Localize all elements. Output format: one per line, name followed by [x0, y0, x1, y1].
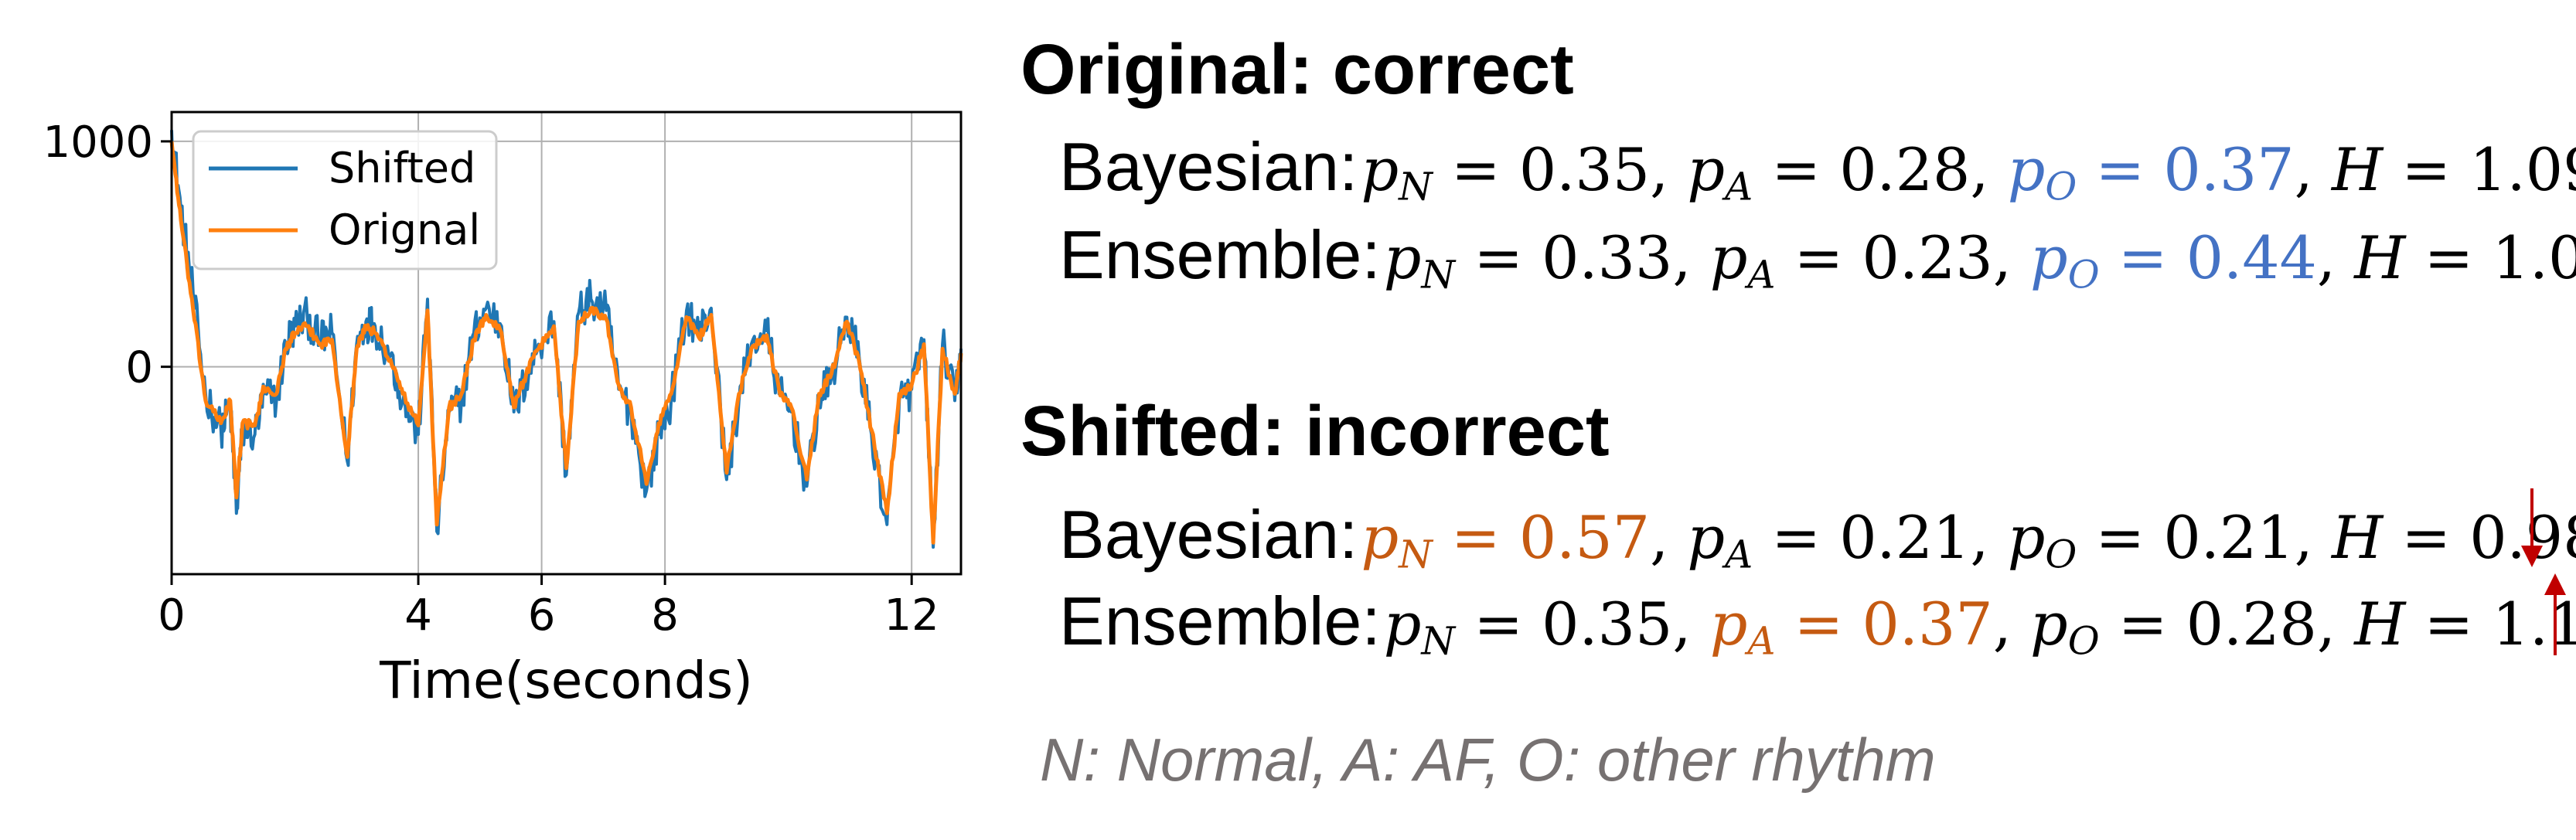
- shifted-bayesian-row: Bayesian: pN = 0.57, pA = 0.21, pO = 0.2…: [1059, 501, 2576, 577]
- pN-term: pN = 0.35: [1361, 135, 1651, 209]
- method-label: Bayesian:: [1059, 128, 1358, 205]
- series-line-orignal: [169, 141, 963, 545]
- chart-ticks: 0 4 6 8 12 0 1000: [43, 117, 939, 641]
- pO-value: 0.37: [2163, 135, 2295, 204]
- y-tick-label: 1000: [43, 117, 153, 168]
- pA-term: pA = 0.21: [1687, 503, 1971, 577]
- shifted-heading: Shifted: incorrect: [1021, 392, 1610, 471]
- class-legend-note: N: Normal, A: AF, O: other rhythm: [1040, 726, 1936, 794]
- pN-term: pN = 0.33: [1383, 223, 1673, 298]
- method-label: Ensemble:: [1059, 583, 1381, 659]
- H-term: H = 0.98: [2332, 503, 2576, 572]
- pA-value: 0.37: [1862, 590, 1993, 658]
- H-term: H = 1.07: [2354, 223, 2576, 292]
- pO-term: pO = 0.37: [2007, 135, 2295, 209]
- pA-value: 0.23: [1862, 223, 1993, 292]
- x-tick-label: 0: [158, 590, 186, 641]
- pN-term: pN = 0.57: [1361, 503, 1651, 577]
- chart-legend: Shifted Orignal: [192, 130, 498, 270]
- pA-term: pA = 0.23: [1709, 223, 1993, 298]
- legend-label-shifted: Shifted: [329, 144, 475, 192]
- x-tick-label: 8: [651, 590, 679, 641]
- original-ensemble-row: Ensemble: pN = 0.33, pA = 0.23, pO = 0.4…: [1059, 221, 2576, 298]
- H-value: 0.98: [2469, 503, 2576, 572]
- H-value: 1.10: [2492, 590, 2576, 658]
- pO-term: pO = 0.44: [2030, 223, 2317, 298]
- entropy-decrease-arrow-icon: [2521, 488, 2543, 567]
- H-value: 1.07: [2492, 223, 2576, 292]
- ecg-chart: 0 4 6 8 12 0 1000 Time(seconds) Shifted Origna…: [43, 111, 963, 710]
- pA-value: 0.21: [1839, 503, 1971, 572]
- original-bayesian-row: Bayesian: pN = 0.35, pA = 0.28, pO = 0.3…: [1059, 133, 2576, 209]
- pA-term: pA = 0.37: [1709, 590, 1993, 664]
- x-tick-label: 12: [884, 590, 939, 641]
- x-tick-label: 4: [404, 590, 432, 641]
- probabilities: pN = 0.33, pA = 0.23, pO = 0.44, H = 1.0…: [1383, 223, 2576, 298]
- method-label: Ensemble:: [1059, 216, 1381, 293]
- pO-value: 0.44: [2186, 223, 2317, 292]
- pA-value: 0.28: [1839, 135, 1971, 204]
- pA-term: pA = 0.28: [1687, 135, 1971, 209]
- shifted-ensemble-row: Ensemble: pN = 0.35, pA = 0.37, pO = 0.2…: [1059, 587, 2576, 664]
- pN-value: 0.33: [1542, 223, 1673, 292]
- entropy-increase-arrow-icon: [2544, 573, 2566, 655]
- probabilities: pN = 0.35, pA = 0.37, pO = 0.28, H = 1.1…: [1383, 590, 2576, 664]
- x-tick-label: 6: [528, 590, 556, 641]
- original-heading: Original: correct: [1021, 30, 1574, 109]
- y-tick-label: 0: [125, 343, 153, 393]
- legend-box: [192, 130, 498, 270]
- chart-lines: [169, 130, 963, 549]
- probabilities: pN = 0.35, pA = 0.28, pO = 0.37, H = 1.0…: [1361, 135, 2576, 209]
- H-term: H = 1.09: [2332, 135, 2576, 204]
- H-value: 1.09: [2469, 135, 2576, 204]
- legend-label-orignal: Orignal: [329, 206, 480, 254]
- pN-value: 0.35: [1542, 590, 1673, 658]
- pO-term: pO = 0.28: [2030, 590, 2317, 664]
- H-term: H = 1.10: [2354, 590, 2576, 658]
- pN-value: 0.35: [1518, 135, 1651, 204]
- plot-frame: [170, 111, 963, 576]
- probabilities: pN = 0.57, pA = 0.21, pO = 0.21, H = 0.9…: [1361, 503, 2576, 577]
- pN-term: pN = 0.35: [1383, 590, 1673, 664]
- pO-term: pO = 0.21: [2007, 503, 2295, 577]
- pO-value: 0.21: [2163, 503, 2295, 572]
- pN-value: 0.57: [1518, 503, 1651, 572]
- pO-value: 0.28: [2186, 590, 2317, 658]
- x-axis-label: Time(seconds): [379, 651, 753, 710]
- method-label: Bayesian:: [1059, 496, 1358, 573]
